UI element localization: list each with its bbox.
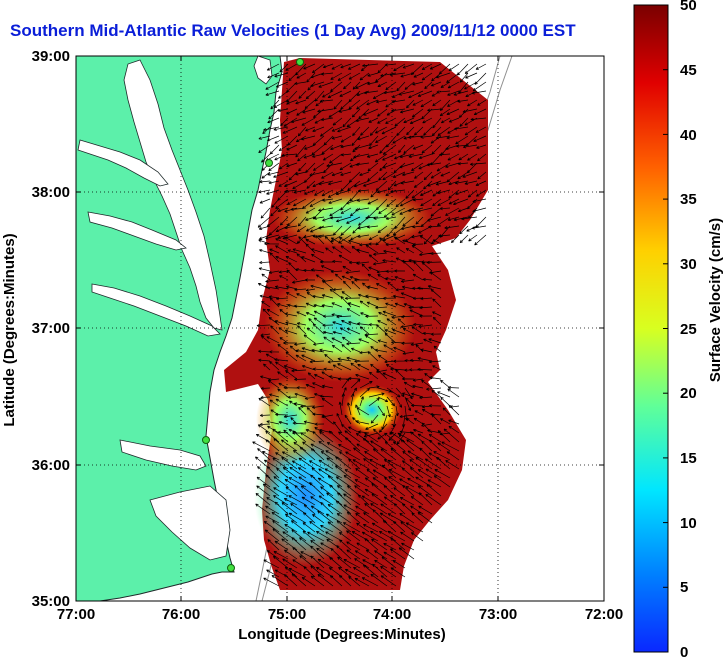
colorbar-tick-label: 25 xyxy=(680,321,697,338)
x-tick-label: 72:00 xyxy=(585,606,623,623)
x-tick-label: 73:00 xyxy=(479,606,517,623)
x-tick-label: 77:00 xyxy=(57,606,95,623)
radar-station-marker xyxy=(202,436,210,444)
grid-lines xyxy=(76,56,604,601)
y-tick-label: 39:00 xyxy=(32,48,70,65)
colorbar-tick-label: 20 xyxy=(680,385,697,402)
x-tick-label: 75:00 xyxy=(268,606,306,623)
y-tick-label: 38:00 xyxy=(32,184,70,201)
albemarle-sound xyxy=(119,439,207,471)
velocity-field xyxy=(224,58,488,590)
land-mass xyxy=(76,56,283,601)
radar-station-marker xyxy=(296,58,304,66)
chesapeake-bay xyxy=(123,59,223,331)
colorbar-tick-label: 30 xyxy=(680,256,697,273)
x-tick-label: 74:00 xyxy=(373,606,411,623)
y-tick-label: 35:00 xyxy=(32,593,70,610)
pamlico-sound xyxy=(149,485,231,561)
x-tick-label: 76:00 xyxy=(162,606,200,623)
y-tick-label: 37:00 xyxy=(32,320,70,337)
potomac-river xyxy=(77,139,169,187)
y-axis-label: Latitude (Degrees:Minutes) xyxy=(1,233,18,426)
colorbar-tick-label: 15 xyxy=(680,450,697,467)
radar-station-marker xyxy=(265,159,273,167)
colorbar-label: Surface Velocity (cm/s) xyxy=(707,218,724,382)
colorbar xyxy=(633,4,669,653)
delaware-bay xyxy=(253,56,273,85)
colorbar-tick-label: 40 xyxy=(680,127,697,144)
colorbar-tick-label: 35 xyxy=(680,191,697,208)
map-title: Southern Mid-Atlantic Raw Velocities (1 … xyxy=(10,21,576,40)
velocity-arrows xyxy=(252,63,487,587)
colorbar-tick-label: 10 xyxy=(680,515,697,532)
y-tick-label: 36:00 xyxy=(32,457,70,474)
radar-station-marker xyxy=(227,564,235,572)
colorbar-tick-label: 50 xyxy=(680,0,697,14)
x-axis-label: Longitude (Degrees:Minutes) xyxy=(238,626,446,643)
colorbar-tick-label: 5 xyxy=(680,579,688,596)
colorbar-tick-label: 45 xyxy=(680,62,697,79)
james-river xyxy=(91,283,221,337)
colorbar-tick-label: 0 xyxy=(680,644,688,659)
